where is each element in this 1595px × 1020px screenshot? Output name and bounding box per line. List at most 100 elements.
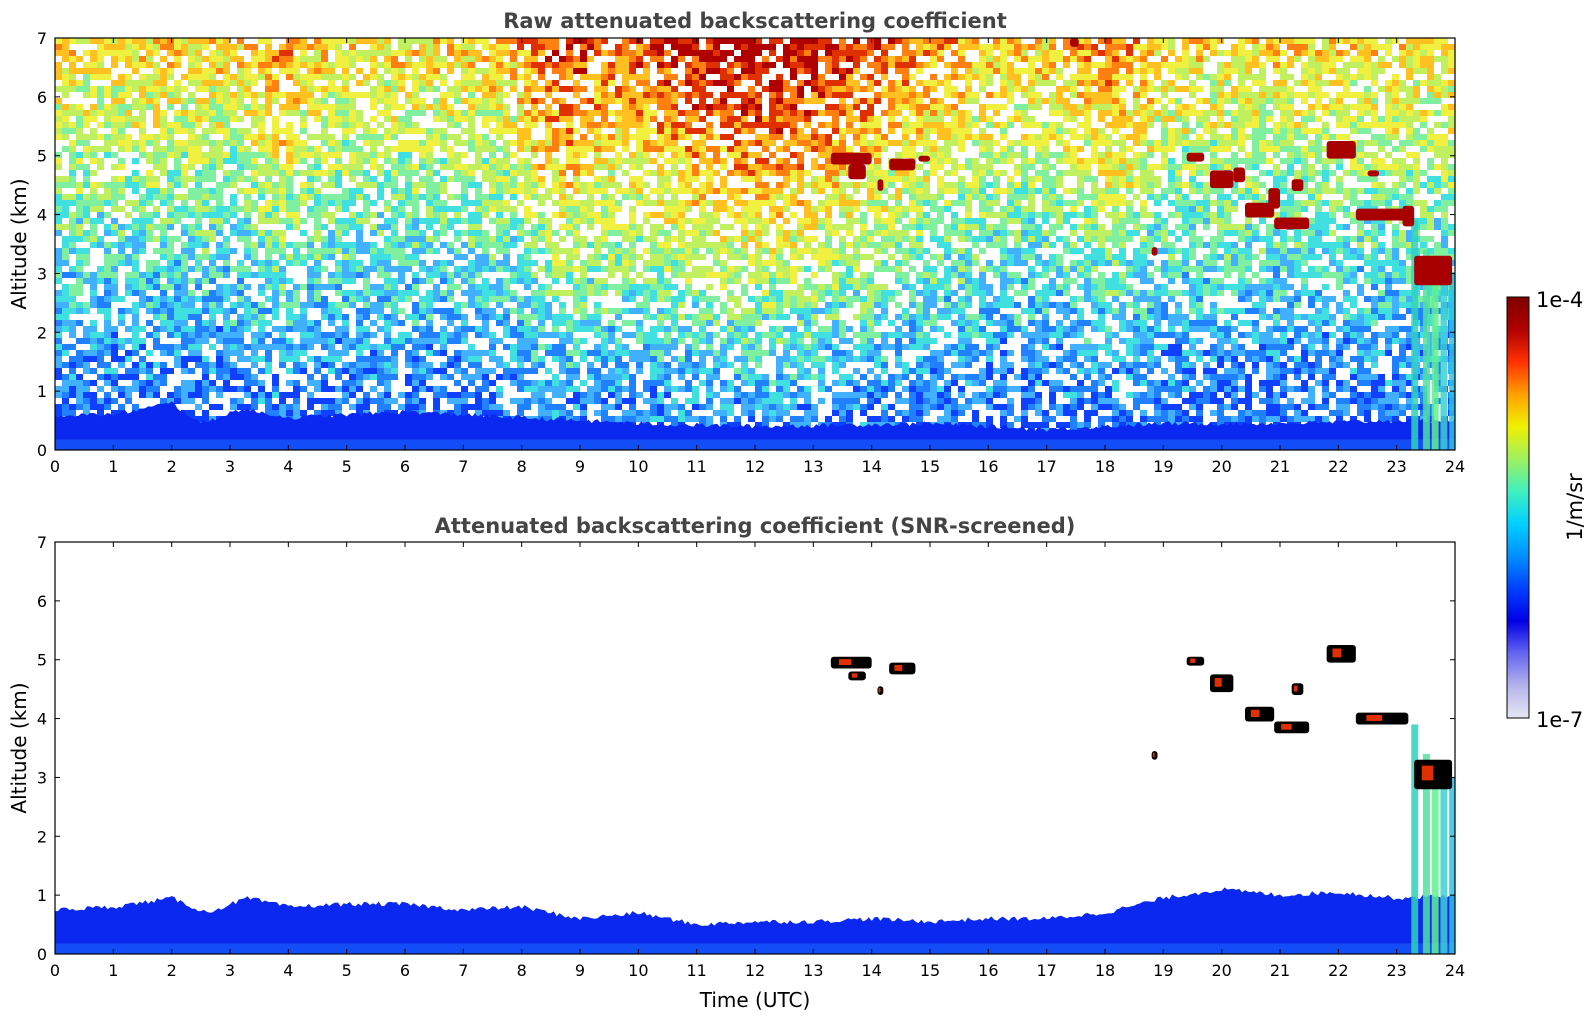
y-tick-label: 6 bbox=[37, 88, 47, 107]
x-tick-label: 20 bbox=[1211, 457, 1231, 476]
cloud-core bbox=[851, 673, 858, 678]
x-tick-label: 12 bbox=[745, 457, 765, 476]
x-tick-label: 15 bbox=[920, 961, 940, 980]
cloud-patch bbox=[1268, 188, 1280, 209]
x-tick-label: 13 bbox=[803, 457, 823, 476]
x-tick-label: 8 bbox=[517, 961, 527, 980]
cloud-core bbox=[1250, 709, 1260, 718]
x-tick-label: 23 bbox=[1386, 457, 1406, 476]
cloud-core bbox=[1332, 648, 1342, 658]
y-tick-label: 1 bbox=[37, 886, 47, 905]
x-tick-label: 14 bbox=[861, 457, 881, 476]
panel-screened: Attenuated backscattering coefficient (S… bbox=[7, 514, 1465, 1012]
y-tick-label: 7 bbox=[37, 29, 47, 48]
cloud-patch bbox=[1367, 170, 1380, 177]
cloud-core bbox=[1190, 658, 1196, 663]
cloud-patch bbox=[1151, 246, 1158, 256]
cloud-patch bbox=[877, 179, 884, 192]
boundary-layer bbox=[55, 887, 1455, 954]
y-tick-label: 3 bbox=[37, 768, 47, 787]
x-tick-label: 5 bbox=[342, 961, 352, 980]
x-tick-label: 5 bbox=[342, 457, 352, 476]
y-tick-label: 1 bbox=[37, 382, 47, 401]
y-tick-label: 2 bbox=[37, 827, 47, 846]
panel-raw-title: Raw attenuated backscattering coefficien… bbox=[503, 9, 1007, 33]
cloud-core bbox=[1152, 752, 1155, 758]
x-tick-label: 24 bbox=[1445, 457, 1465, 476]
noise-field bbox=[55, 38, 1455, 450]
rain-streaks bbox=[1411, 220, 1455, 450]
cloud-patch bbox=[830, 152, 872, 165]
boundary-layer-fill bbox=[55, 887, 1455, 954]
panel-screened-y-ticks: 0 1 2 3 4 5 6 7 bbox=[37, 533, 1455, 964]
panel-screened-title: Attenuated backscattering coefficient (S… bbox=[435, 514, 1076, 538]
x-tick-label: 11 bbox=[686, 457, 706, 476]
panel-screened-x-ticks: 0 1 2 3 4 5 6 7 8 9 10 11 12 13 14 15 16 17 18 19 20 21 22 23 24 bbox=[50, 542, 1465, 980]
panel-raw-x-ticks: 0 1 2 3 4 5 6 7 8 9 10 11 12 13 14 15 16 17 18 19 20 21 22 23 24 bbox=[50, 38, 1465, 476]
x-tick-label: 8 bbox=[517, 457, 527, 476]
x-tick-label: 23 bbox=[1386, 961, 1406, 980]
x-tick-label: 0 bbox=[50, 961, 60, 980]
cloud-patch bbox=[848, 164, 866, 180]
x-tick-label: 1 bbox=[108, 961, 118, 980]
x-tick-label: 10 bbox=[628, 961, 648, 980]
cloud-patch bbox=[1245, 202, 1275, 218]
panel-screened-y-label: Altitude (km) bbox=[7, 682, 31, 813]
y-tick-label: 7 bbox=[37, 533, 47, 552]
cloud-core bbox=[1214, 677, 1222, 687]
x-tick-label: 18 bbox=[1095, 457, 1115, 476]
cloud-layers bbox=[830, 645, 1453, 790]
cloud-core bbox=[1421, 765, 1434, 781]
x-tick-label: 12 bbox=[745, 961, 765, 980]
panel-raw-y-ticks: 0 1 2 3 4 5 6 7 bbox=[37, 29, 1455, 460]
colorbar-max-label: 1e-4 bbox=[1536, 288, 1583, 312]
x-tick-label: 1 bbox=[108, 457, 118, 476]
x-tick-label: 9 bbox=[575, 457, 585, 476]
cloud-core bbox=[878, 687, 881, 693]
cloud-patch bbox=[1210, 170, 1234, 189]
y-tick-label: 3 bbox=[37, 264, 47, 283]
x-tick-label: 10 bbox=[628, 457, 648, 476]
cloud-patch bbox=[1326, 141, 1356, 159]
cloud-patch bbox=[918, 155, 930, 162]
x-tick-label: 3 bbox=[225, 457, 235, 476]
y-tick-label: 4 bbox=[37, 206, 47, 225]
cloud-patch bbox=[1210, 674, 1234, 693]
x-tick-label: 13 bbox=[803, 961, 823, 980]
cloud-patch bbox=[1291, 179, 1304, 192]
panel-raw-y-label: Altitude (km) bbox=[7, 178, 31, 309]
rain-streaks bbox=[1411, 724, 1455, 954]
panel-screened-x-label: Time (UTC) bbox=[699, 988, 811, 1012]
cloud-core bbox=[894, 665, 903, 671]
y-tick-label: 5 bbox=[37, 651, 47, 670]
cloud-layers bbox=[830, 38, 1453, 286]
cloud-patch bbox=[1274, 217, 1310, 230]
cloud-patch bbox=[1402, 205, 1415, 227]
cloud-patch bbox=[1070, 38, 1079, 47]
panel-raw: Raw attenuated backscattering coefficien… bbox=[7, 9, 1465, 476]
cloud-core bbox=[1366, 715, 1383, 721]
x-tick-label: 3 bbox=[225, 961, 235, 980]
surface-layer bbox=[55, 439, 1455, 450]
x-tick-label: 14 bbox=[861, 961, 881, 980]
x-tick-label: 4 bbox=[283, 961, 293, 980]
y-tick-label: 5 bbox=[37, 147, 47, 166]
x-tick-label: 19 bbox=[1153, 457, 1173, 476]
colorbar-unit-label: 1/m/sr bbox=[1563, 473, 1587, 541]
x-tick-label: 4 bbox=[283, 457, 293, 476]
cloud-patch bbox=[1355, 208, 1409, 221]
x-tick-label: 16 bbox=[978, 457, 998, 476]
y-tick-label: 4 bbox=[37, 710, 47, 729]
cloud-core bbox=[1294, 685, 1298, 692]
x-tick-label: 0 bbox=[50, 457, 60, 476]
x-tick-label: 17 bbox=[1036, 457, 1056, 476]
y-tick-label: 0 bbox=[37, 945, 47, 964]
panel-screened-plot-area bbox=[55, 542, 1455, 954]
colorbar-scale bbox=[1506, 296, 1530, 719]
x-tick-label: 11 bbox=[686, 961, 706, 980]
boundary-layer-fill bbox=[55, 401, 1455, 450]
cloud-patch bbox=[889, 158, 916, 171]
x-tick-label: 2 bbox=[167, 961, 177, 980]
cloud-core bbox=[1281, 723, 1292, 730]
